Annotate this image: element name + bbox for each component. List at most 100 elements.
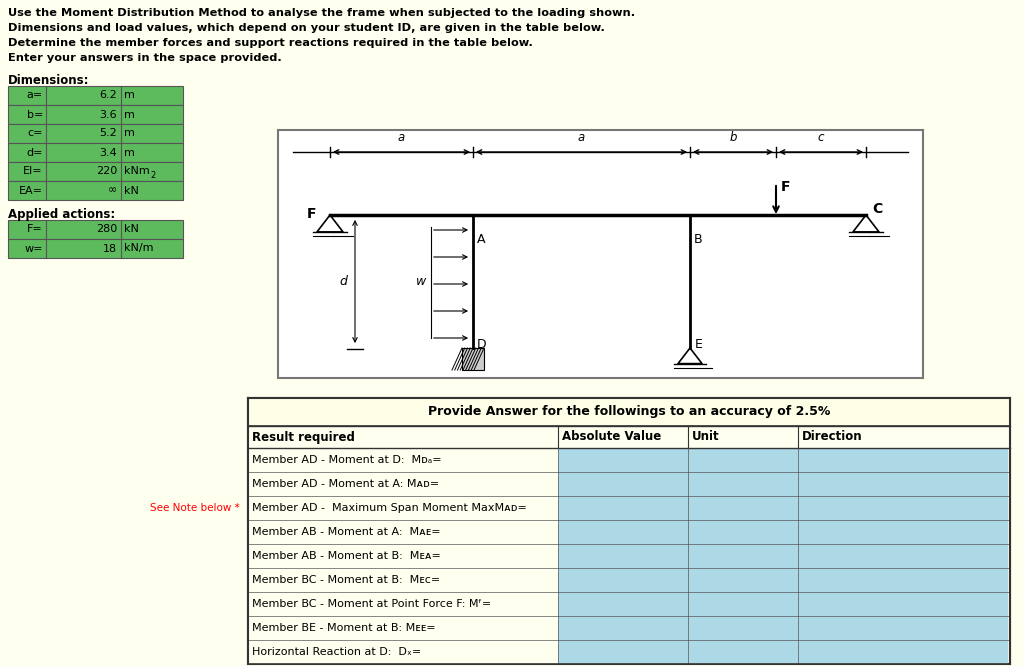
Bar bbox=[248, 640, 558, 664]
Bar bbox=[688, 616, 798, 640]
Text: d: d bbox=[339, 275, 347, 288]
Bar bbox=[248, 398, 1010, 426]
Text: C: C bbox=[872, 202, 883, 216]
Bar bbox=[798, 448, 1008, 472]
Bar bbox=[558, 472, 688, 496]
Text: D: D bbox=[477, 338, 486, 350]
Text: Member BE - Moment at B: Mᴇᴇ=: Member BE - Moment at B: Mᴇᴇ= bbox=[252, 623, 435, 633]
Bar bbox=[8, 105, 183, 124]
Text: Dimensions and load values, which depend on your student ID, are given in the ta: Dimensions and load values, which depend… bbox=[8, 23, 605, 33]
Bar bbox=[558, 520, 688, 544]
Text: 280: 280 bbox=[96, 224, 117, 234]
Text: a: a bbox=[578, 131, 585, 144]
Bar bbox=[248, 544, 558, 568]
Text: w=: w= bbox=[25, 244, 43, 254]
Text: kN: kN bbox=[124, 186, 139, 196]
Bar bbox=[248, 568, 558, 592]
Text: See Note below *: See Note below * bbox=[151, 503, 240, 513]
Bar bbox=[248, 592, 558, 616]
Text: m: m bbox=[124, 147, 135, 157]
Bar bbox=[8, 162, 183, 181]
Bar bbox=[688, 640, 798, 664]
Bar bbox=[798, 520, 1008, 544]
Text: a: a bbox=[398, 131, 406, 144]
Text: d=: d= bbox=[27, 147, 43, 157]
Text: Determine the member forces and support reactions required in the table below.: Determine the member forces and support … bbox=[8, 38, 532, 48]
Text: F=: F= bbox=[28, 224, 43, 234]
Text: E: E bbox=[695, 338, 702, 350]
Text: Member AB - Moment at A:  Mᴀᴇ=: Member AB - Moment at A: Mᴀᴇ= bbox=[252, 527, 440, 537]
Bar bbox=[688, 568, 798, 592]
Bar bbox=[688, 496, 798, 520]
Bar bbox=[558, 496, 688, 520]
Text: c=: c= bbox=[28, 129, 43, 139]
Bar bbox=[248, 398, 1010, 664]
Text: EA=: EA= bbox=[19, 186, 43, 196]
Bar bbox=[798, 616, 1008, 640]
Bar bbox=[248, 496, 558, 520]
Bar bbox=[558, 448, 688, 472]
Text: ∞: ∞ bbox=[108, 186, 117, 196]
Bar bbox=[8, 86, 183, 105]
Bar bbox=[798, 544, 1008, 568]
Text: Member AD -  Maximum Span Moment MaxMᴀᴅ=: Member AD - Maximum Span Moment MaxMᴀᴅ= bbox=[252, 503, 527, 513]
Bar bbox=[248, 472, 558, 496]
Text: Provide Answer for the followings to an accuracy of 2.5%: Provide Answer for the followings to an … bbox=[428, 406, 830, 418]
Text: EI=: EI= bbox=[24, 166, 43, 176]
Bar bbox=[248, 448, 558, 472]
Text: Horizontal Reaction at D:  Dₓ=: Horizontal Reaction at D: Dₓ= bbox=[252, 647, 421, 657]
Text: 6.2: 6.2 bbox=[99, 91, 117, 101]
Bar bbox=[558, 640, 688, 664]
Text: Absolute Value: Absolute Value bbox=[562, 430, 662, 444]
Text: Applied actions:: Applied actions: bbox=[8, 208, 116, 221]
Bar bbox=[688, 592, 798, 616]
Text: 18: 18 bbox=[102, 244, 117, 254]
Text: 3.6: 3.6 bbox=[99, 109, 117, 119]
Text: F: F bbox=[781, 180, 791, 194]
Text: B: B bbox=[694, 233, 702, 246]
Text: Use the Moment Distribution Method to analyse the frame when subjected to the lo: Use the Moment Distribution Method to an… bbox=[8, 8, 635, 18]
Bar bbox=[688, 520, 798, 544]
Bar bbox=[688, 472, 798, 496]
Text: Direction: Direction bbox=[802, 430, 862, 444]
Text: 220: 220 bbox=[96, 166, 117, 176]
Text: w: w bbox=[416, 275, 426, 288]
Bar bbox=[8, 143, 183, 162]
Text: 2: 2 bbox=[150, 171, 156, 180]
Text: kNm: kNm bbox=[124, 166, 150, 176]
Text: kN/m: kN/m bbox=[124, 244, 154, 254]
Bar bbox=[798, 496, 1008, 520]
Text: Member AD - Moment at A: Mᴀᴅ=: Member AD - Moment at A: Mᴀᴅ= bbox=[252, 479, 439, 489]
Text: m: m bbox=[124, 109, 135, 119]
Text: b=: b= bbox=[27, 109, 43, 119]
Text: Member AB - Moment at B:  Mᴇᴀ=: Member AB - Moment at B: Mᴇᴀ= bbox=[252, 551, 441, 561]
Text: c: c bbox=[818, 131, 824, 144]
Bar bbox=[248, 616, 558, 640]
Text: Dimensions:: Dimensions: bbox=[8, 74, 89, 87]
Text: 5.2: 5.2 bbox=[99, 129, 117, 139]
Bar bbox=[248, 426, 1010, 448]
Bar bbox=[8, 220, 183, 239]
Text: Member BC - Moment at Point Force F: Mᶠ=: Member BC - Moment at Point Force F: Mᶠ= bbox=[252, 599, 492, 609]
Text: kN: kN bbox=[124, 224, 139, 234]
Text: a=: a= bbox=[27, 91, 43, 101]
Bar bbox=[558, 592, 688, 616]
Text: F: F bbox=[306, 207, 316, 221]
Bar bbox=[798, 568, 1008, 592]
Bar bbox=[688, 448, 798, 472]
Text: 3.4: 3.4 bbox=[99, 147, 117, 157]
Text: m: m bbox=[124, 91, 135, 101]
Text: A: A bbox=[477, 233, 485, 246]
Bar bbox=[558, 568, 688, 592]
Bar bbox=[248, 520, 558, 544]
Text: Member BC - Moment at B:  Mᴇᴄ=: Member BC - Moment at B: Mᴇᴄ= bbox=[252, 575, 440, 585]
Text: m: m bbox=[124, 129, 135, 139]
Bar bbox=[558, 544, 688, 568]
Bar bbox=[798, 640, 1008, 664]
Bar bbox=[798, 472, 1008, 496]
Bar bbox=[8, 239, 183, 258]
Text: Result required: Result required bbox=[252, 430, 355, 444]
Bar bbox=[688, 544, 798, 568]
Bar bbox=[8, 124, 183, 143]
Text: Unit: Unit bbox=[692, 430, 720, 444]
